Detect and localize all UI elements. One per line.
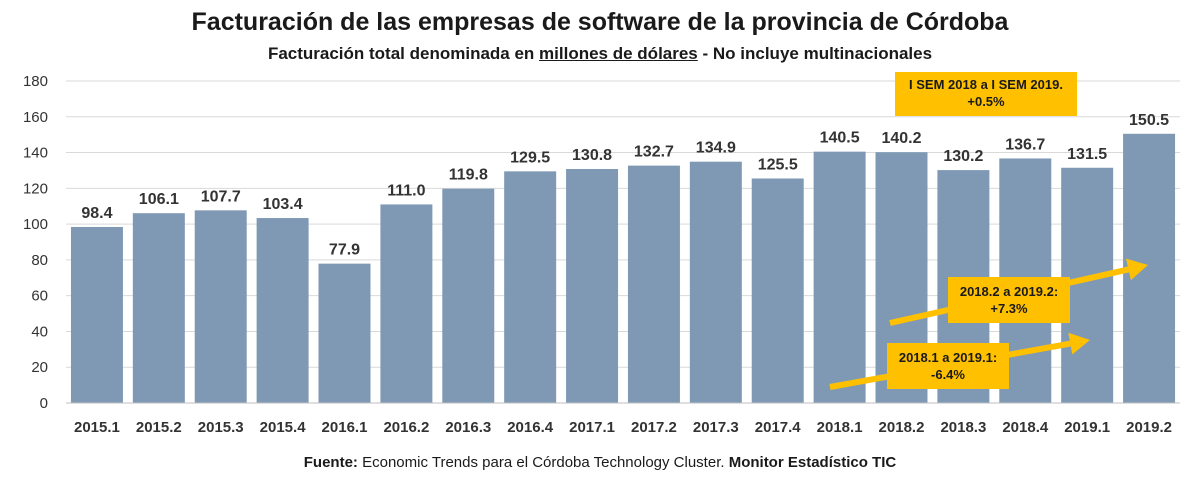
y-tick-label: 100 [23, 216, 48, 233]
bars [70, 133, 1176, 403]
x-tick-label: 2015.3 [198, 419, 244, 436]
x-tick-label: 2015.2 [136, 419, 182, 436]
x-tick-label: 2017.3 [693, 419, 739, 436]
x-tick-label: 2016.4 [507, 419, 554, 436]
bar-2015.1 [70, 226, 123, 403]
y-tick-label: 140 [23, 145, 48, 162]
data-label: 130.8 [572, 147, 612, 164]
data-label: 134.9 [696, 140, 736, 157]
annotation-first-half-line1: 2018.1 a 2019.1: [898, 350, 998, 365]
data-label: 131.5 [1067, 146, 1107, 163]
annotation-semester-line1: I SEM 2018 a I SEM 2019. [909, 77, 1063, 92]
y-tick-label: 0 [40, 395, 48, 412]
x-tick-label: 2018.4 [1002, 419, 1049, 436]
data-label: 140.2 [881, 130, 921, 147]
x-tick-label: 2018.3 [940, 419, 986, 436]
data-label: 136.7 [1005, 136, 1045, 153]
y-tick-label: 120 [23, 180, 48, 197]
x-tick-label: 2016.3 [445, 419, 491, 436]
data-label: 129.5 [510, 149, 550, 166]
x-tick-label: 2018.1 [817, 419, 863, 436]
y-tick-label: 180 [23, 73, 48, 90]
subtitle-pre: Facturación total denominada en [267, 44, 540, 63]
x-tick-label: 2016.2 [383, 419, 429, 436]
x-tick-label: 2015.1 [74, 419, 120, 436]
data-label: 132.7 [634, 144, 674, 161]
y-tick-label: 20 [31, 359, 48, 376]
data-label: 106.1 [139, 191, 179, 208]
source-label: Fuente: [303, 454, 358, 471]
data-label: 119.8 [449, 167, 488, 184]
y-axis: 0 20 40 60 80 100 120 140 160 180 [23, 73, 48, 412]
subtitle-post: - No incluye multinacionales [697, 44, 933, 63]
x-tick-label: 2017.2 [631, 419, 677, 436]
data-label: 111.0 [387, 182, 425, 199]
bar-2016.3 [442, 188, 495, 403]
bar-2018.1 [813, 151, 866, 403]
source-bold-tail: Monitor Estadístico TIC [728, 454, 897, 471]
bar-2017.4 [751, 178, 804, 403]
annotation-semester-line2: +0.5% [967, 94, 1005, 109]
x-tick-label: 2017.4 [755, 419, 802, 436]
source-text: Economic Trends para el Córdoba Technolo… [357, 454, 729, 471]
data-label: 107.7 [201, 188, 241, 205]
bar-2015.3 [194, 210, 247, 403]
annotation-second-half: 2018.2 a 2019.2: +7.3% [948, 277, 1070, 323]
annotation-second-half-line1: 2018.2 a 2019.2: [959, 284, 1059, 299]
bar-2015.2 [132, 213, 185, 403]
subtitle-underlined: millones de dólares [539, 44, 698, 63]
data-label: 103.4 [263, 196, 303, 213]
bar-2016.4 [504, 171, 557, 403]
bar-2016.2 [380, 204, 433, 403]
source-note: Fuente: Economic Trends para el Córdoba … [0, 454, 1200, 471]
y-tick-label: 160 [23, 109, 48, 126]
data-label: 130.2 [943, 148, 983, 165]
data-labels: 98.4 106.1 107.7 103.4 77.9 111.0 119.8 129.5 13… [81, 112, 1169, 259]
data-label: 77.9 [329, 242, 360, 259]
data-label: 125.5 [758, 156, 798, 173]
annotation-first-half: 2018.1 a 2019.1: -6.4% [887, 343, 1009, 389]
x-axis: 2015.1 2015.2 2015.3 2015.4 2016.1 2016.2 2016… [66, 402, 1180, 436]
bar-2016.1 [318, 263, 371, 403]
x-tick-label: 2015.4 [260, 419, 307, 436]
bar-2017.1 [566, 169, 619, 403]
x-tick-label: 2019.2 [1126, 419, 1172, 436]
chart-subtitle: Facturación total denominada en millones… [0, 44, 1200, 64]
annotation-first-half-line2: -6.4% [931, 367, 965, 382]
x-tick-label: 2016.1 [322, 419, 368, 436]
x-tick-label: 2018.2 [879, 419, 925, 436]
y-tick-label: 40 [31, 323, 48, 340]
data-label: 150.5 [1129, 112, 1169, 129]
data-label: 98.4 [81, 205, 112, 222]
x-tick-label: 2019.1 [1064, 419, 1110, 436]
bar-2015.4 [256, 218, 309, 403]
y-tick-label: 60 [31, 288, 48, 305]
y-tick-label: 80 [31, 252, 48, 269]
bar-2017.3 [689, 161, 742, 403]
chart-title: Facturación de las empresas de software … [191, 8, 1009, 36]
annotation-second-half-line2: +7.3% [990, 301, 1028, 316]
annotation-semester: I SEM 2018 a I SEM 2019. +0.5% [895, 72, 1077, 116]
bar-2017.2 [627, 165, 680, 403]
x-tick-label: 2017.1 [569, 419, 615, 436]
data-label: 140.5 [820, 130, 860, 147]
